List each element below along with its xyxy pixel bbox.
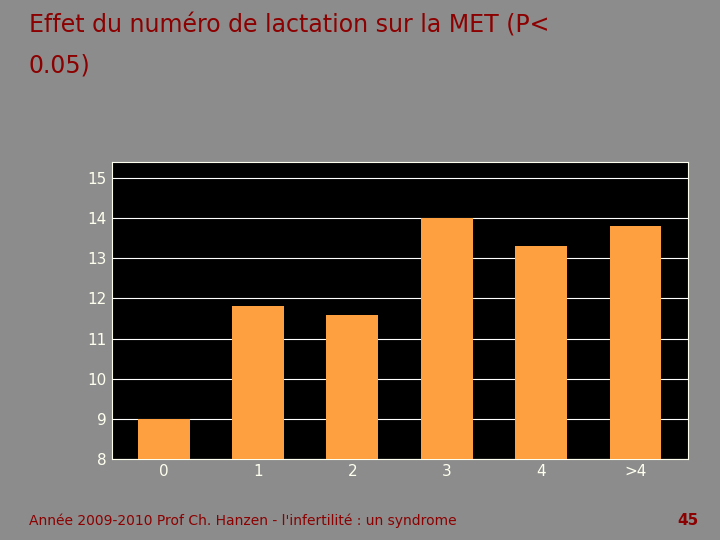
Text: 45: 45 (677, 513, 698, 528)
Bar (610, 226, 662, 459)
Text: Effet du numéro de lactation sur la MET (P<: Effet du numéro de lactation sur la MET … (29, 14, 549, 37)
Bar (326, 314, 379, 459)
Bar (516, 246, 567, 459)
Bar (138, 419, 189, 459)
Text: 0.05): 0.05) (29, 54, 91, 78)
Text: Année 2009-2010 Prof Ch. Hanzen - l'infertilité : un syndrome: Année 2009-2010 Prof Ch. Hanzen - l'infe… (29, 514, 456, 528)
Bar (420, 218, 473, 459)
Bar (232, 307, 284, 459)
